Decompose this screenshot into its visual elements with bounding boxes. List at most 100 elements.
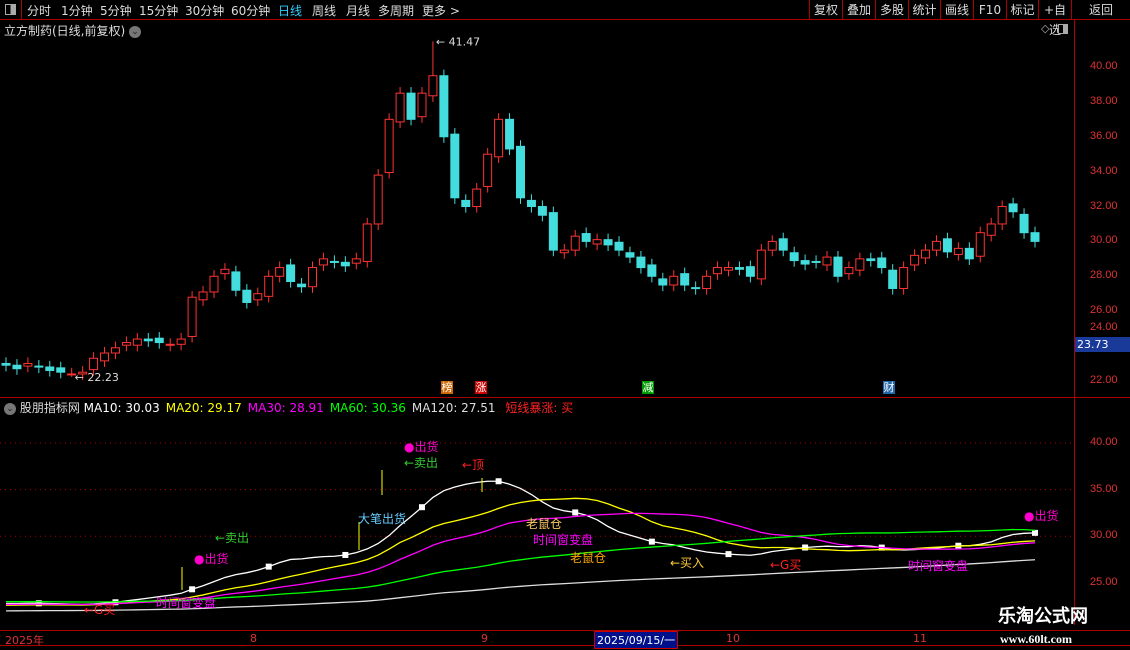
candle-body — [899, 267, 909, 289]
candle-body — [910, 254, 920, 266]
candle-body — [921, 249, 931, 259]
candlestick-chart[interactable]: ← 41.47 ← 22.23 — [0, 20, 1074, 630]
ma-legend: MA10: 30.03 MA20: 29.17 MA30: 28.91 MA60: 3… — [84, 401, 502, 415]
candle-body — [395, 92, 405, 123]
candle-body — [1, 362, 11, 366]
candle-body — [713, 267, 723, 275]
candle-body — [680, 273, 690, 286]
indicator-annotation: ←G买 — [770, 558, 802, 572]
period-tab-10[interactable]: 更多 > — [422, 4, 460, 18]
ma10-line — [5, 480, 1036, 606]
candle-body — [778, 238, 788, 251]
ma-legend-item: MA120: 27.51 — [411, 401, 496, 415]
toolbar-button-3[interactable]: 统计 — [908, 0, 940, 20]
candle-body — [866, 258, 876, 262]
toolbar-button-1[interactable]: 叠加 — [842, 0, 875, 20]
watermark-url: www.60lt.com — [1000, 632, 1072, 646]
period-tab-9[interactable]: 多周期 — [378, 4, 415, 18]
candle-body — [406, 92, 416, 120]
high-label: ← 41.47 — [436, 35, 480, 48]
candle-body — [384, 118, 394, 174]
candle-body — [67, 373, 77, 376]
panel-toggle-icon[interactable] — [1058, 24, 1068, 34]
candle-body — [505, 118, 515, 150]
toolbar-button-8[interactable]: 返回 — [1071, 0, 1130, 20]
candle-body — [800, 260, 810, 265]
candle-body — [89, 357, 99, 371]
indicator-annotation: 时间窗变盘 — [533, 533, 594, 547]
indicator-tick: 40.00 — [1090, 436, 1118, 448]
period-tab-6[interactable]: 日线 — [278, 4, 303, 18]
period-tab-3[interactable]: 15分钟 — [139, 4, 179, 18]
event-marker[interactable]: 榜 — [441, 381, 453, 394]
candle-body — [362, 223, 372, 262]
candle-body — [570, 235, 580, 251]
stock-title[interactable]: 立方制药(日线,前复权) ⌄ — [4, 22, 142, 39]
price-tick: 32.00 — [1090, 199, 1118, 212]
ma-point-marker — [802, 544, 809, 551]
candle-body — [636, 256, 646, 269]
event-marker[interactable]: 涨 — [475, 381, 487, 394]
period-tab-1[interactable]: 1分钟 — [61, 4, 93, 18]
candle-body — [417, 92, 427, 118]
candle-body — [78, 371, 88, 375]
indicator-name[interactable]: 股朋指标网 — [19, 401, 80, 415]
toolbar-button-4[interactable]: 画线 — [940, 0, 973, 20]
candle-body — [308, 267, 318, 288]
indicator-annotation: 大笔出货 — [358, 512, 407, 526]
candle-body — [450, 133, 460, 199]
candle-body — [428, 75, 438, 97]
price-tick: 40.00 — [1090, 60, 1118, 72]
candle-body — [286, 264, 296, 283]
indicator-legend: ⌄ 股朋指标网 MA10: 30.03 MA20: 29.17 MA30: 28.9… — [4, 399, 573, 416]
layout-toggle-button[interactable] — [0, 0, 22, 20]
chevron-down-icon[interactable]: ⌄ — [129, 25, 142, 38]
price-tick: 24.00 — [1090, 321, 1118, 333]
candle-body — [209, 275, 219, 293]
toolbar-button-5[interactable]: F10 — [973, 0, 1006, 20]
price-tick: 30.00 — [1090, 234, 1118, 247]
time-axis: 2025年 8 9 2025/09/15/一 10 11 — [0, 630, 1130, 649]
candle-body — [187, 296, 197, 337]
ma60-line — [5, 528, 1036, 603]
toolbar-button-7[interactable]: +自选 — [1038, 0, 1071, 37]
toolbar-button-0[interactable]: 复权 — [809, 0, 842, 20]
indicator-annotation: 时间窗变盘 — [908, 559, 969, 573]
date-cursor-label: 2025/09/15/一 — [594, 631, 679, 649]
diamond-icon[interactable]: ◇ — [1041, 22, 1050, 35]
candle-body — [56, 367, 66, 373]
candle-body — [340, 261, 350, 267]
ma120-line — [5, 559, 1036, 612]
candle-body — [833, 256, 843, 277]
period-tab-0[interactable]: 分时 — [27, 4, 52, 18]
period-tab-5[interactable]: 60分钟 — [231, 4, 271, 18]
period-tab-4[interactable]: 30分钟 — [185, 4, 225, 18]
candle-body — [461, 199, 471, 208]
toolbar-button-6[interactable]: 标记 — [1006, 0, 1038, 20]
period-tab-8[interactable]: 月线 — [346, 4, 371, 18]
time-tick: 11 — [913, 632, 927, 645]
time-tick: 8 — [250, 632, 257, 645]
chevron-down-icon[interactable]: ⌄ — [4, 402, 16, 415]
candle-body — [997, 206, 1007, 225]
candle-body — [614, 241, 624, 251]
ma-point-marker — [418, 504, 425, 511]
candle-body — [483, 153, 493, 187]
price-tick: 36.00 — [1090, 129, 1118, 142]
toolbar-button-2[interactable]: 多股 — [875, 0, 908, 20]
period-tab-7[interactable]: 周线 — [312, 4, 337, 18]
candle-body — [45, 366, 55, 371]
candle-body — [132, 338, 142, 346]
ma-point-marker — [35, 600, 42, 607]
period-tab-2[interactable]: 5分钟 — [100, 4, 132, 18]
indicator-annotation: ●出货 — [194, 552, 229, 566]
candle-body — [844, 267, 854, 275]
panel-divider[interactable] — [0, 397, 1130, 398]
event-marker[interactable]: 财 — [883, 381, 895, 394]
candle-body — [658, 278, 668, 286]
price-tick: 22.00 — [1090, 373, 1118, 386]
candle-body — [526, 199, 536, 208]
event-marker[interactable]: 减 — [642, 381, 654, 394]
candle-body — [143, 338, 153, 342]
price-axis-line — [1074, 20, 1075, 625]
